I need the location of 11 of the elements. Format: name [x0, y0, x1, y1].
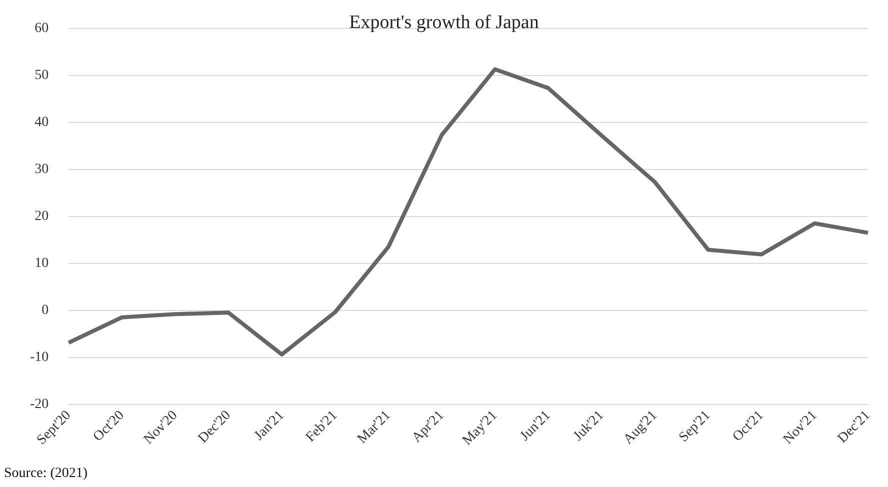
y-tick-label: -10 [30, 350, 49, 365]
y-tick-label: -20 [30, 396, 49, 412]
y-tick-label: 0 [42, 302, 49, 318]
y-tick-label: 30 [34, 162, 49, 178]
y-tick-label: 50 [34, 68, 49, 84]
y-tick-label: 40 [34, 115, 49, 130]
y-tick-label: 20 [34, 209, 49, 224]
chart-title: Export's growth of Japan [349, 12, 539, 33]
source-note: Source: (2021) [4, 466, 88, 482]
y-tick-label: 10 [34, 256, 49, 272]
y-tick-label: 60 [34, 21, 49, 36]
